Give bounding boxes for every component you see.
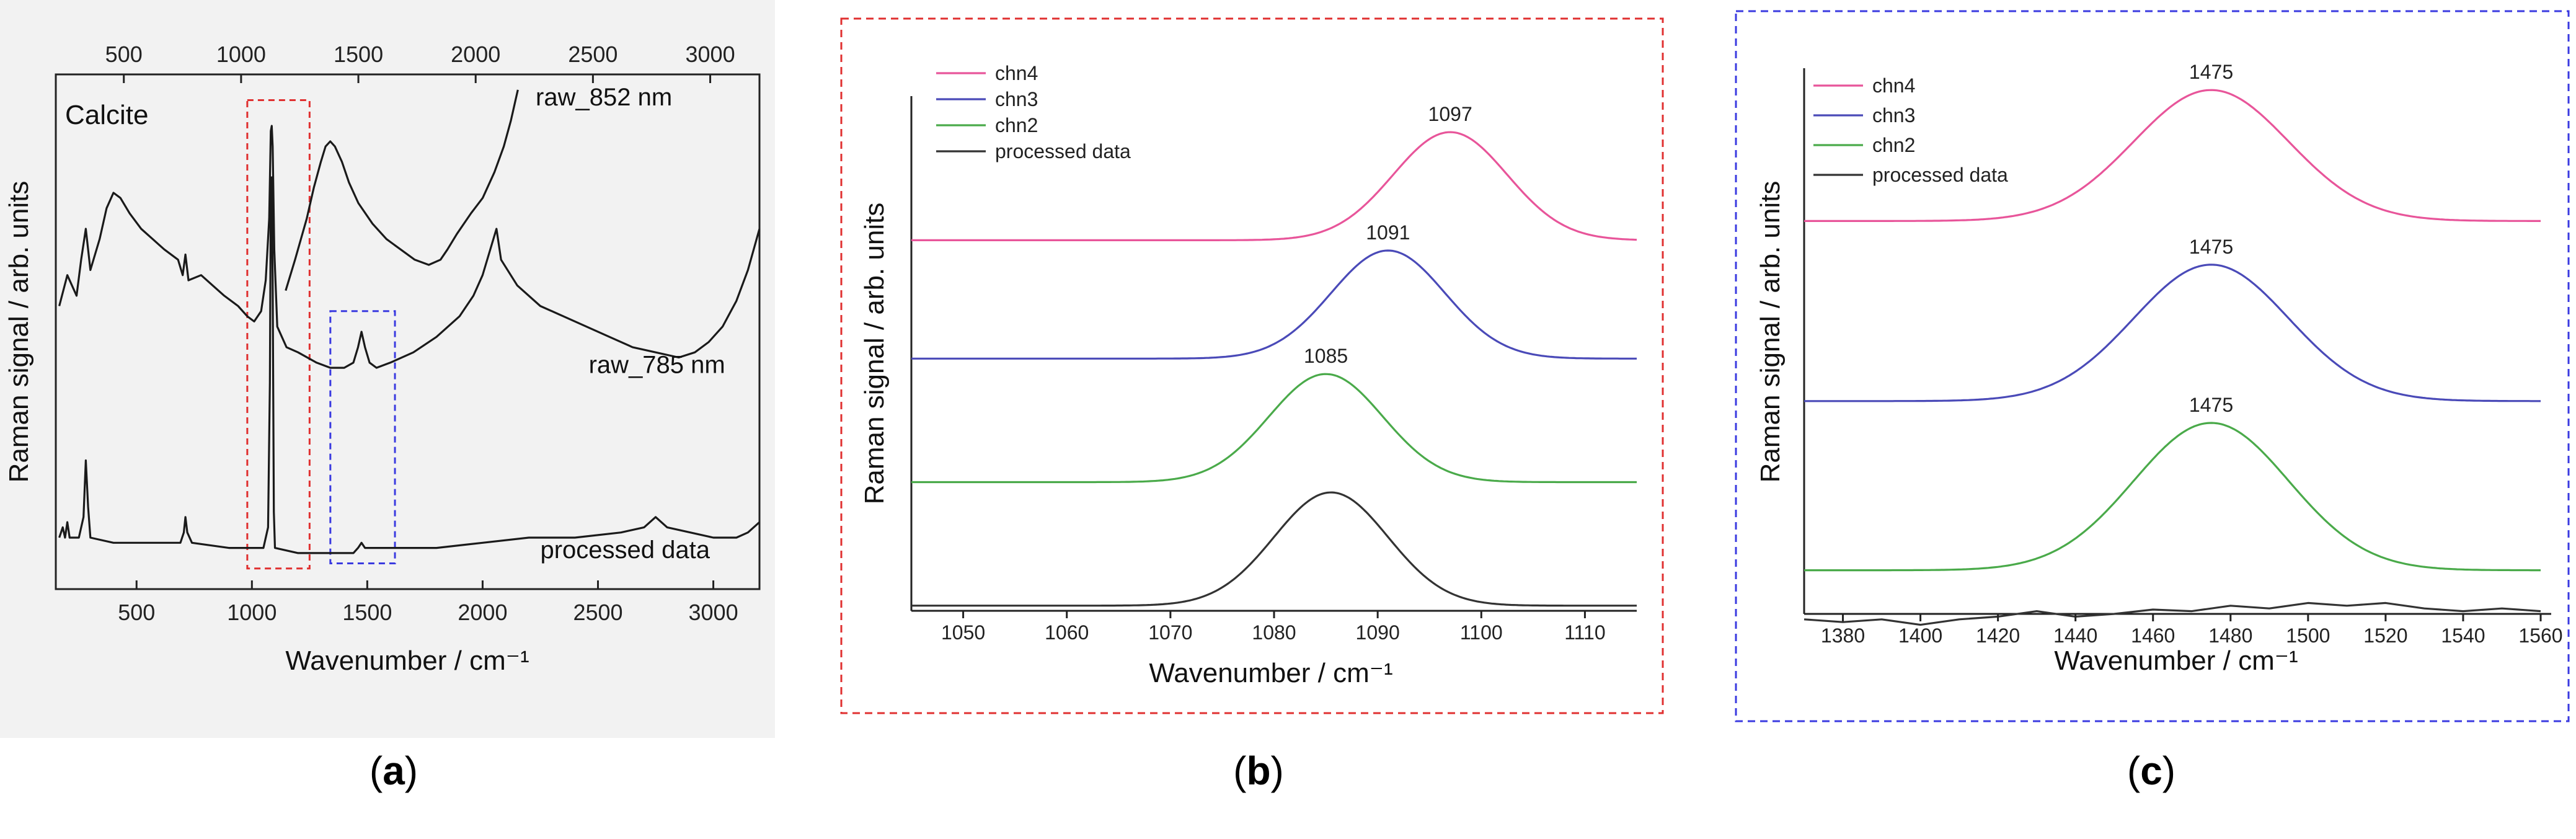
peak-label-chn4: 1097 <box>1428 103 1472 125</box>
panel-b-caption: (b) <box>1233 748 1284 793</box>
peak-label-chn3: 1475 <box>2189 236 2233 258</box>
x-tick-label: 1080 <box>1252 621 1296 644</box>
panel-b-dashed-frame <box>840 17 1664 714</box>
panel-a-x-axis-label: Wavenumber / cm⁻¹ <box>285 646 529 676</box>
panel-c-series <box>1804 89 2541 626</box>
panel-a-bottom-axis: 500 1000 1500 2000 2500 3000 <box>118 580 738 625</box>
x-tick-label: 1440 <box>2053 624 2097 647</box>
x-tick-label: 2000 <box>458 600 507 625</box>
peak-label-chn4: 1475 <box>2189 61 2233 83</box>
panel-c: 1380 1400 1420 1440 1460 1480 1500 1520 1540 1560… <box>1735 10 2570 793</box>
x-tick-label: 1000 <box>227 600 277 625</box>
panel-c-caption-letter: c <box>2140 748 2162 793</box>
legend-label-chn2: chn2 <box>995 114 1038 136</box>
series-processed-data <box>911 491 1637 607</box>
legend-label-chn4: chn4 <box>995 62 1038 84</box>
x-tick-label: 1380 <box>1821 624 1865 647</box>
series-processed-data <box>1804 602 2541 626</box>
panel-a-highlight-boxes <box>246 99 396 570</box>
panel-a-y-axis-label: Raman signal / arb. units <box>4 181 34 483</box>
x-tick-label: 1500 <box>2286 624 2330 647</box>
series-chn2 <box>1804 422 2541 572</box>
panel-c-x-ticks: 1380 1400 1420 1440 1460 1480 1500 1520 1540 1560 <box>1821 614 2563 647</box>
x-tick-label: 1500 <box>342 600 392 625</box>
panel-a-background <box>0 0 775 738</box>
x-tick-label: 1400 <box>1898 624 1942 647</box>
x-tick-label: 1520 <box>2363 624 2407 647</box>
panel-b-y-axis-label: Raman signal / arb. units <box>859 203 890 505</box>
series-raw-785-nm <box>58 125 761 369</box>
peak-label-chn3: 1091 <box>1366 221 1410 244</box>
legend-label-chn2: chn2 <box>1872 134 1915 156</box>
series-chn2 <box>911 373 1637 484</box>
highlight-box-1 <box>246 99 311 570</box>
peak-label-chn2: 1475 <box>2189 394 2233 416</box>
legend-label-chn3: chn3 <box>1872 104 1915 127</box>
panel-b-x-axis-label: Wavenumber / cm⁻¹ <box>1149 658 1392 688</box>
panel-b-caption-letter: b <box>1246 748 1270 793</box>
series-chn3 <box>1804 264 2541 402</box>
panel-c-caption: (c) <box>2127 748 2175 793</box>
panel-c-x-axis-label: Wavenumber / cm⁻¹ <box>2054 646 2298 676</box>
top-tick-label: 2500 <box>568 42 617 67</box>
x-tick-label: 500 <box>118 600 155 625</box>
panel-c-legend: chn4 chn3 chn2 processed data <box>1813 74 2008 186</box>
x-tick-label: 1060 <box>1045 621 1089 644</box>
panel-a-plot-frame <box>55 73 761 590</box>
series-chn4 <box>1804 89 2541 222</box>
legend-label-chn4: chn4 <box>1872 74 1915 97</box>
panel-a-series <box>58 89 761 554</box>
top-tick-label: 1500 <box>334 42 383 67</box>
x-tick-label: 2500 <box>573 600 622 625</box>
peak-label-chn2: 1085 <box>1304 345 1348 367</box>
x-tick-label: 1560 <box>2518 624 2562 647</box>
panel-b-legend: chn4 chn3 chn2 processed data <box>936 62 1131 162</box>
x-tick-label: 3000 <box>689 600 738 625</box>
legend-label-processed-data: processed data <box>1872 164 2008 186</box>
annotation-raw-852-nm: raw_852 nm <box>536 84 672 111</box>
x-tick-label: 1540 <box>2441 624 2485 647</box>
x-tick-label: 1070 <box>1148 621 1192 644</box>
annotation-processed-data: processed data <box>540 536 710 564</box>
panel-a: 500 1000 1500 2000 2500 3000 500 1000 1500 2000 2… <box>0 0 775 793</box>
top-tick-label: 3000 <box>686 42 735 67</box>
x-tick-label: 1090 <box>1356 621 1400 644</box>
legend-label-chn3: chn3 <box>995 88 1038 110</box>
panel-c-peak-labels: 1475 1475 1475 <box>2189 61 2233 416</box>
x-tick-label: 1110 <box>1564 621 1605 644</box>
panel-b: 1050 1060 1070 1080 1090 1100 1110 chn4chn3chn… <box>840 17 1664 793</box>
series-chn4 <box>911 131 1637 241</box>
x-tick-label: 1460 <box>2131 624 2175 647</box>
annotation-raw-785-nm: raw_785 nm <box>589 351 725 378</box>
series-chn3 <box>911 249 1637 360</box>
highlight-box-2 <box>329 310 396 564</box>
legend-label-processed-data: processed data <box>995 140 1131 162</box>
panel-a-caption-letter: a <box>383 748 405 793</box>
panel-b-peak-labels: 1097 1091 1085 <box>1304 103 1472 367</box>
top-tick-label: 2000 <box>451 42 500 67</box>
panel-c-y-axis-label: Raman signal / arb. units <box>1755 181 1786 483</box>
x-tick-label: 1480 <box>2208 624 2252 647</box>
x-tick-label: 1420 <box>1976 624 2020 647</box>
series-processed-data <box>58 176 761 554</box>
x-tick-label: 1100 <box>1460 621 1503 644</box>
panel-a-top-axis: 500 1000 1500 2000 2500 3000 <box>105 42 735 83</box>
series-raw-852-nm <box>285 89 519 291</box>
top-tick-label: 500 <box>105 42 143 67</box>
top-tick-label: 1000 <box>216 42 266 67</box>
x-tick-label: 1050 <box>941 621 985 644</box>
panel-b-series <box>911 131 1637 607</box>
panel-c-dashed-frame <box>1735 10 2570 722</box>
panel-a-annotations: raw_852 nm raw_785 nm processed data <box>536 84 725 564</box>
panel-b-x-ticks: 1050 1060 1070 1080 1090 1100 1110 <box>941 611 1606 644</box>
panel-a-title: Calcite <box>65 100 149 130</box>
panel-a-caption: (a) <box>370 748 418 793</box>
